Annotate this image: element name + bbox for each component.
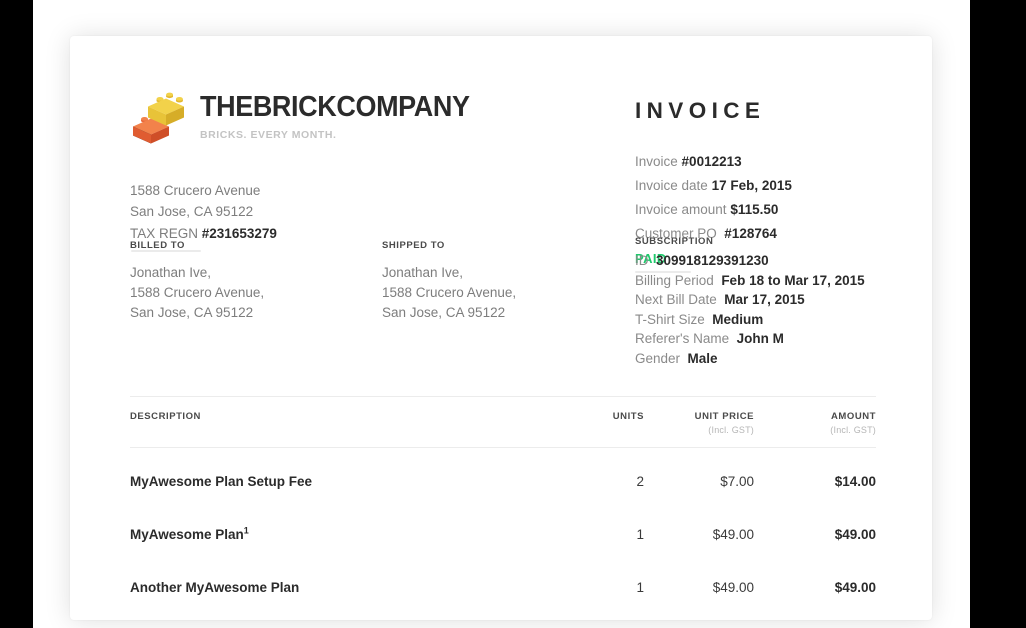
subscription-block: SUBSCRIPTION ID 309918129391230 Billing …: [635, 236, 885, 369]
row-units: 2: [636, 474, 644, 489]
company-address: 1588 Crucero Avenue San Jose, CA 95122 T…: [130, 180, 277, 244]
company-branding: THEBRICKCOMPANY BRICKS. EVERY MONTH.: [130, 88, 490, 148]
company-tagline: BRICKS. EVERY MONTH.: [200, 129, 337, 141]
header-unit-price-gst-note: (Incl. GST): [708, 425, 754, 435]
subscription-id-value: 309918129391230: [656, 253, 769, 268]
shipped-to-street: 1588 Crucero Avenue,: [382, 285, 517, 300]
company-street: 1588 Crucero Avenue: [130, 183, 261, 198]
invoice-date-value: 17 Feb, 2015: [711, 177, 792, 193]
header-amount-gst-note: (Incl. GST): [830, 425, 876, 435]
header-unit-price-label: UNIT PRICE: [694, 411, 754, 422]
billed-to-block: BILLED TO Jonathan Ive, 1588 Crucero Ave…: [130, 236, 264, 323]
header-unit-price: UNIT PRICE (Incl. GST): [644, 411, 754, 448]
shipped-to-block: SHIPPED TO Jonathan Ive, 1588 Crucero Av…: [382, 236, 516, 323]
brand-text: THEBRICKCOMPANY BRICKS. EVERY MONTH.: [200, 88, 490, 142]
gender-value: Male: [687, 350, 718, 366]
invoice-header: THEBRICKCOMPANY BRICKS. EVERY MONTH. 158…: [130, 36, 876, 273]
billed-to-label: BILLED TO: [130, 240, 185, 251]
table-row: MyAwesome Plan Setup Fee 2 $7.00 $14.00: [130, 448, 876, 506]
shipped-to-label: SHIPPED TO: [382, 240, 445, 251]
next-bill-date-label: Next Bill Date: [635, 292, 717, 308]
tax-regn-label: TAX REGN: [130, 226, 199, 241]
row-unit-price: $49.00: [712, 527, 754, 542]
billing-period-value: Feb 18 to Mar 17, 2015: [721, 272, 865, 288]
invoice-title: INVOICE: [635, 98, 766, 123]
invoice-date-label: Invoice date: [635, 177, 708, 193]
invoice-amount-row: Invoice amount $115.50: [635, 198, 885, 222]
referer-name-value: John M: [736, 331, 784, 347]
invoice-amount-label: Invoice amount: [635, 201, 727, 217]
gender-label: Gender: [635, 350, 681, 366]
header-units: UNITS: [534, 411, 644, 448]
row-description-text: MyAwesome Plan: [130, 527, 244, 542]
header-description: DESCRIPTION: [130, 411, 534, 448]
line-items-table: DESCRIPTION UNITS UNIT PRICE (Incl. GST)…: [130, 396, 876, 611]
row-description: MyAwesome Plan Setup Fee: [130, 448, 534, 506]
subscription-id-row: ID 309918129391230: [635, 251, 885, 271]
header-amount: AMOUNT (Incl. GST): [754, 411, 876, 448]
subscription-id-label: ID: [635, 253, 649, 268]
row-description: MyAwesome Plan1: [130, 505, 534, 558]
billing-period-row: Billing Period Feb 18 to Mar 17, 2015: [635, 271, 885, 291]
invoice-amount-value: $115.50: [730, 201, 779, 217]
table-row: Another MyAwesome Plan 1 $49.00 $49.00: [130, 558, 876, 611]
frame-bar-left: [0, 0, 33, 628]
table-row: MyAwesome Plan1 1 $49.00 $49.00: [130, 505, 876, 558]
header-amount-label: AMOUNT: [831, 411, 876, 422]
customer-po-row: Customer PO #128764: [635, 222, 885, 246]
parties-section: BILLED TO Jonathan Ive, 1588 Crucero Ave…: [130, 236, 876, 386]
row-unit-price: $7.00: [720, 474, 754, 489]
shipped-to-city-state-zip: San Jose, CA 95122: [382, 305, 506, 320]
row-amount: $49.00: [834, 527, 876, 542]
row-units: 1: [636, 580, 644, 595]
company-city-state-zip: San Jose, CA 95122: [130, 204, 254, 219]
invoice-date-row: Invoice date 17 Feb, 2015: [635, 174, 885, 198]
gender-row: Gender Male: [635, 349, 885, 369]
invoice-number-value: #0012213: [681, 153, 742, 169]
tax-regn-value: #231653279: [201, 226, 277, 241]
status-badge: PAID: [635, 250, 667, 266]
tshirt-size-label: T-Shirt Size: [635, 311, 705, 327]
invoice-sheet: THEBRICKCOMPANY BRICKS. EVERY MONTH. 158…: [130, 36, 876, 611]
row-unit-price: $49.00: [712, 580, 754, 595]
billing-period-label: Billing Period: [635, 272, 714, 288]
left-divider: [131, 250, 201, 252]
row-description-text: MyAwesome Plan Setup Fee: [130, 474, 313, 489]
invoice-number-label: Invoice: [635, 153, 678, 169]
lego-bricks-icon: [130, 90, 188, 148]
customer-po-value: #128764: [724, 225, 777, 241]
billed-to-city-state-zip: San Jose, CA 95122: [130, 305, 254, 320]
row-amount: $14.00: [834, 474, 876, 489]
billed-to-street: 1588 Crucero Avenue,: [130, 285, 265, 300]
subscription-label: SUBSCRIPTION: [635, 236, 714, 247]
shipped-to-name: Jonathan Ive,: [382, 265, 464, 280]
next-bill-date-row: Next Bill Date Mar 17, 2015: [635, 290, 885, 310]
row-description: Another MyAwesome Plan: [130, 558, 534, 611]
row-units: 1: [636, 527, 644, 542]
row-description-text: Another MyAwesome Plan: [130, 580, 300, 595]
referer-name-label: Referer's Name: [635, 331, 730, 347]
tshirt-size-value: Medium: [712, 311, 764, 327]
invoice-document: THEBRICKCOMPANY BRICKS. EVERY MONTH. 158…: [70, 36, 932, 620]
invoice-number-row: Invoice #0012213: [635, 150, 885, 174]
invoice-meta: INVOICE Invoice #0012213 Invoice date 17…: [635, 98, 885, 271]
right-divider: [635, 271, 691, 273]
billed-to-name: Jonathan Ive,: [130, 265, 212, 280]
frame-bar-right: [970, 0, 1026, 628]
customer-po-label: Customer PO: [635, 225, 717, 241]
tshirt-size-row: T-Shirt Size Medium: [635, 310, 885, 330]
footnote-marker: 1: [243, 525, 249, 536]
table-header-row: DESCRIPTION UNITS UNIT PRICE (Incl. GST)…: [130, 411, 876, 448]
company-name: THEBRICKCOMPANY: [200, 91, 470, 123]
referer-name-row: Referer's Name John M: [635, 329, 885, 349]
company-tax-registration: TAX REGN #231653279: [130, 223, 277, 244]
row-amount: $49.00: [834, 580, 876, 595]
next-bill-date-value: Mar 17, 2015: [724, 292, 805, 308]
